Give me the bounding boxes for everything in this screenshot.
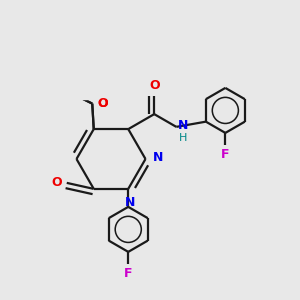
Text: O: O	[51, 176, 62, 189]
Text: F: F	[124, 267, 133, 280]
Text: H: H	[179, 133, 187, 143]
Text: O: O	[149, 79, 160, 92]
Text: N: N	[124, 196, 135, 209]
Text: O: O	[98, 97, 108, 110]
Bar	[0, 54, 105, 99]
Text: N: N	[178, 119, 188, 132]
Text: F: F	[221, 148, 230, 161]
Text: O: O	[67, 82, 75, 92]
Text: N: N	[153, 151, 164, 164]
Text: methoxy: methoxy	[39, 90, 70, 96]
Text: O: O	[98, 97, 108, 110]
